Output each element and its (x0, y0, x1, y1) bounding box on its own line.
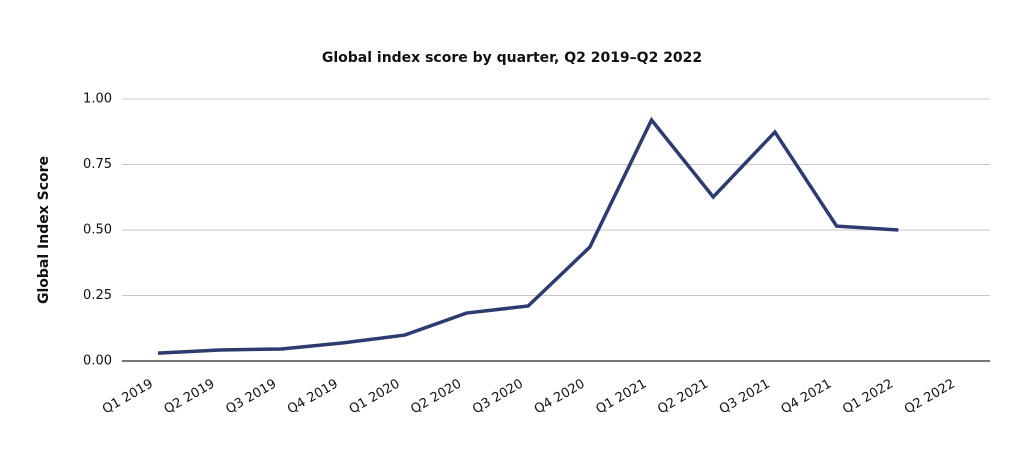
y-tick-label: 1.00 (83, 92, 112, 107)
y-tick-label: 0.75 (83, 157, 112, 172)
y-tick-label: 0.00 (83, 354, 112, 369)
line-series (157, 116, 899, 355)
y-tick-label: 0.50 (83, 223, 112, 238)
chart-title: Global index score by quarter, Q2 2019–Q… (322, 50, 702, 66)
y-axis-label: Global Index Score (36, 156, 52, 304)
y-tick-label: 0.25 (83, 288, 112, 303)
